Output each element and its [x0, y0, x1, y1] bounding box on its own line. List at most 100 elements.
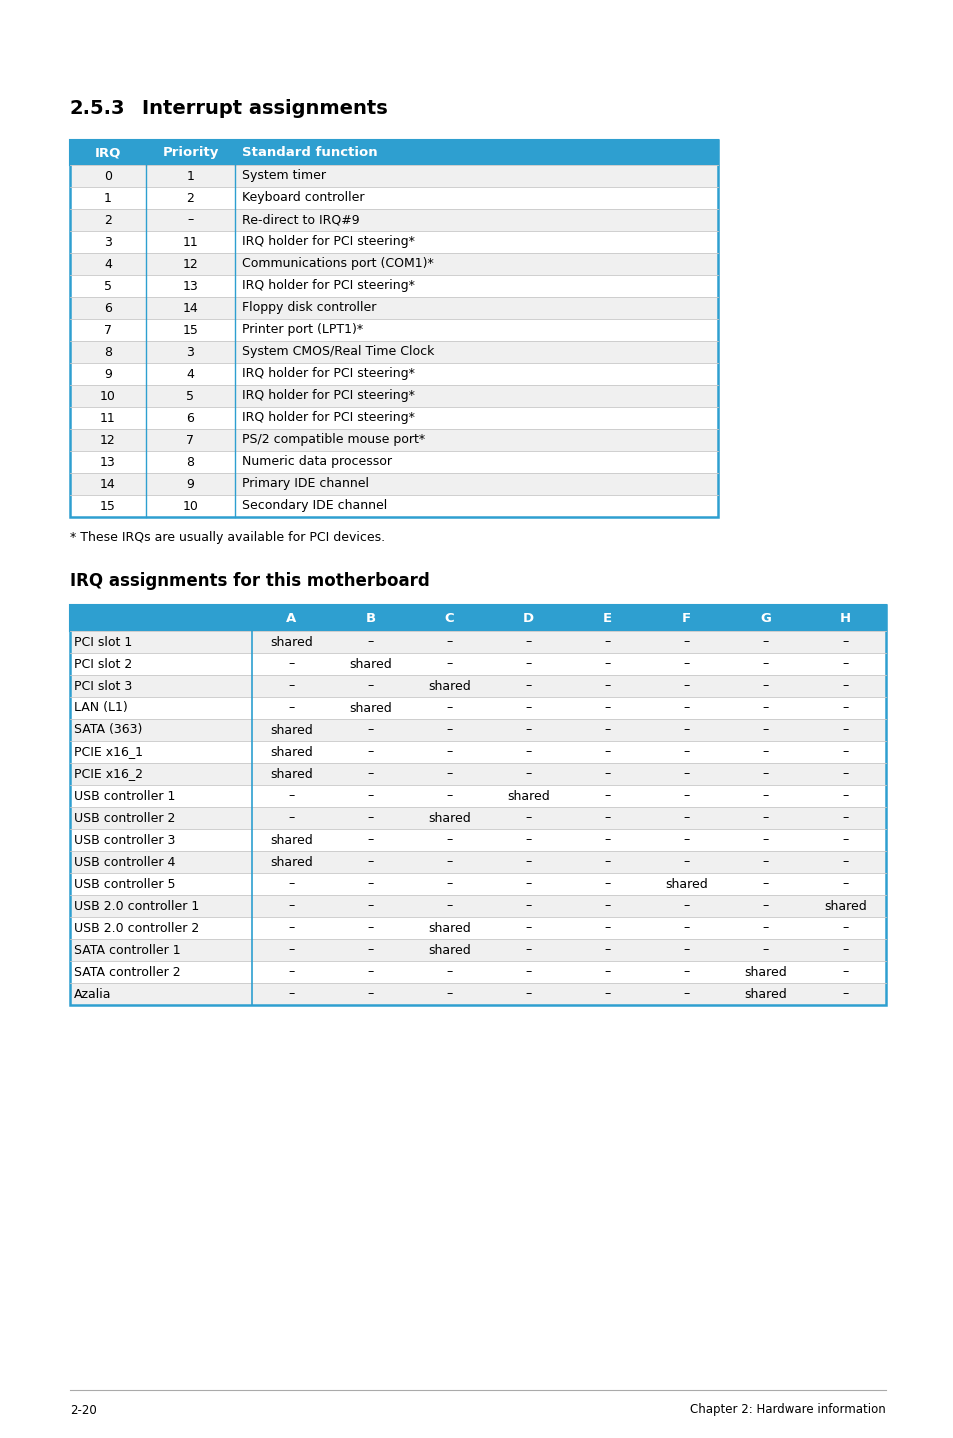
- Bar: [70, 429, 718, 452]
- Text: –: –: [367, 636, 374, 649]
- Text: –: –: [841, 988, 848, 1001]
- Text: shared: shared: [270, 834, 313, 847]
- Text: PCI slot 2: PCI slot 2: [74, 657, 132, 670]
- Text: SATA controller 1: SATA controller 1: [74, 943, 180, 956]
- Text: USB controller 3: USB controller 3: [74, 834, 175, 847]
- Text: shared: shared: [270, 636, 313, 649]
- Text: –: –: [841, 877, 848, 890]
- Text: IRQ assignments for this motherboard: IRQ assignments for this motherboard: [70, 572, 429, 590]
- Text: –: –: [604, 877, 610, 890]
- Text: –: –: [367, 877, 374, 890]
- Text: –: –: [288, 702, 294, 715]
- Text: Printer port (LPT1)*: Printer port (LPT1)*: [242, 324, 363, 336]
- Text: –: –: [604, 702, 610, 715]
- Text: –: –: [525, 922, 531, 935]
- Text: –: –: [367, 943, 374, 956]
- Text: USB controller 1: USB controller 1: [74, 789, 175, 802]
- Text: 14: 14: [182, 302, 198, 315]
- Text: –: –: [446, 745, 452, 758]
- Text: 13: 13: [182, 279, 198, 292]
- Text: –: –: [525, 680, 531, 693]
- Text: shared: shared: [428, 922, 471, 935]
- Text: F: F: [681, 611, 690, 624]
- Text: Numeric data processor: Numeric data processor: [242, 456, 392, 469]
- Text: –: –: [446, 768, 452, 781]
- Bar: [70, 385, 718, 407]
- Text: –: –: [604, 834, 610, 847]
- Text: Keyboard controller: Keyboard controller: [242, 191, 364, 204]
- Text: –: –: [682, 988, 689, 1001]
- Text: shared: shared: [428, 680, 471, 693]
- Text: –: –: [682, 900, 689, 913]
- Text: –: –: [367, 745, 374, 758]
- Text: –: –: [841, 943, 848, 956]
- Bar: [70, 341, 718, 362]
- Text: shared: shared: [428, 811, 471, 824]
- Text: –: –: [604, 680, 610, 693]
- Text: 13: 13: [100, 456, 115, 469]
- Text: –: –: [761, 636, 768, 649]
- Text: SATA (363): SATA (363): [74, 723, 142, 736]
- Text: IRQ holder for PCI steering*: IRQ holder for PCI steering*: [242, 279, 415, 292]
- Text: PS/2 compatible mouse port*: PS/2 compatible mouse port*: [242, 433, 425, 447]
- Text: –: –: [367, 900, 374, 913]
- Text: 8: 8: [186, 456, 194, 469]
- Text: –: –: [604, 811, 610, 824]
- Text: B: B: [365, 611, 375, 624]
- Text: 9: 9: [187, 477, 194, 490]
- Text: –: –: [288, 900, 294, 913]
- Text: –: –: [761, 834, 768, 847]
- Text: –: –: [367, 965, 374, 978]
- Text: –: –: [604, 745, 610, 758]
- Text: –: –: [446, 723, 452, 736]
- Text: shared: shared: [428, 943, 471, 956]
- Text: 11: 11: [100, 411, 115, 424]
- Text: –: –: [761, 680, 768, 693]
- Text: G: G: [760, 611, 770, 624]
- Text: –: –: [367, 811, 374, 824]
- Text: –: –: [525, 900, 531, 913]
- Text: –: –: [367, 789, 374, 802]
- Text: –: –: [446, 856, 452, 869]
- Text: –: –: [841, 768, 848, 781]
- Bar: [70, 697, 885, 719]
- Text: –: –: [367, 834, 374, 847]
- Text: Secondary IDE channel: Secondary IDE channel: [242, 499, 387, 512]
- Text: 11: 11: [182, 236, 198, 249]
- Text: –: –: [841, 702, 848, 715]
- Bar: [70, 165, 718, 187]
- Text: 1: 1: [187, 170, 194, 183]
- Text: SATA controller 2: SATA controller 2: [74, 965, 180, 978]
- Text: 10: 10: [100, 390, 116, 403]
- Bar: [70, 495, 718, 518]
- Bar: [70, 674, 885, 697]
- Text: –: –: [604, 965, 610, 978]
- Text: –: –: [761, 789, 768, 802]
- Text: shared: shared: [270, 856, 313, 869]
- Text: –: –: [604, 657, 610, 670]
- Text: PCI slot 1: PCI slot 1: [74, 636, 132, 649]
- Text: –: –: [604, 988, 610, 1001]
- Text: Interrupt assignments: Interrupt assignments: [142, 98, 387, 118]
- Text: –: –: [288, 988, 294, 1001]
- Text: Chapter 2: Hardware information: Chapter 2: Hardware information: [690, 1403, 885, 1416]
- Text: 15: 15: [182, 324, 198, 336]
- Text: –: –: [604, 789, 610, 802]
- Text: A: A: [286, 611, 296, 624]
- Text: –: –: [682, 943, 689, 956]
- Text: 7: 7: [104, 324, 112, 336]
- Text: –: –: [446, 702, 452, 715]
- Text: –: –: [525, 988, 531, 1001]
- Text: –: –: [446, 877, 452, 890]
- Text: IRQ holder for PCI steering*: IRQ holder for PCI steering*: [242, 368, 415, 381]
- Bar: [70, 362, 718, 385]
- Text: shared: shared: [823, 900, 866, 913]
- Text: 3: 3: [104, 236, 112, 249]
- Text: –: –: [761, 702, 768, 715]
- Text: 12: 12: [182, 257, 198, 270]
- Text: –: –: [446, 988, 452, 1001]
- Text: –: –: [682, 922, 689, 935]
- Text: –: –: [841, 657, 848, 670]
- Text: 4: 4: [104, 257, 112, 270]
- Text: IRQ holder for PCI steering*: IRQ holder for PCI steering*: [242, 236, 415, 249]
